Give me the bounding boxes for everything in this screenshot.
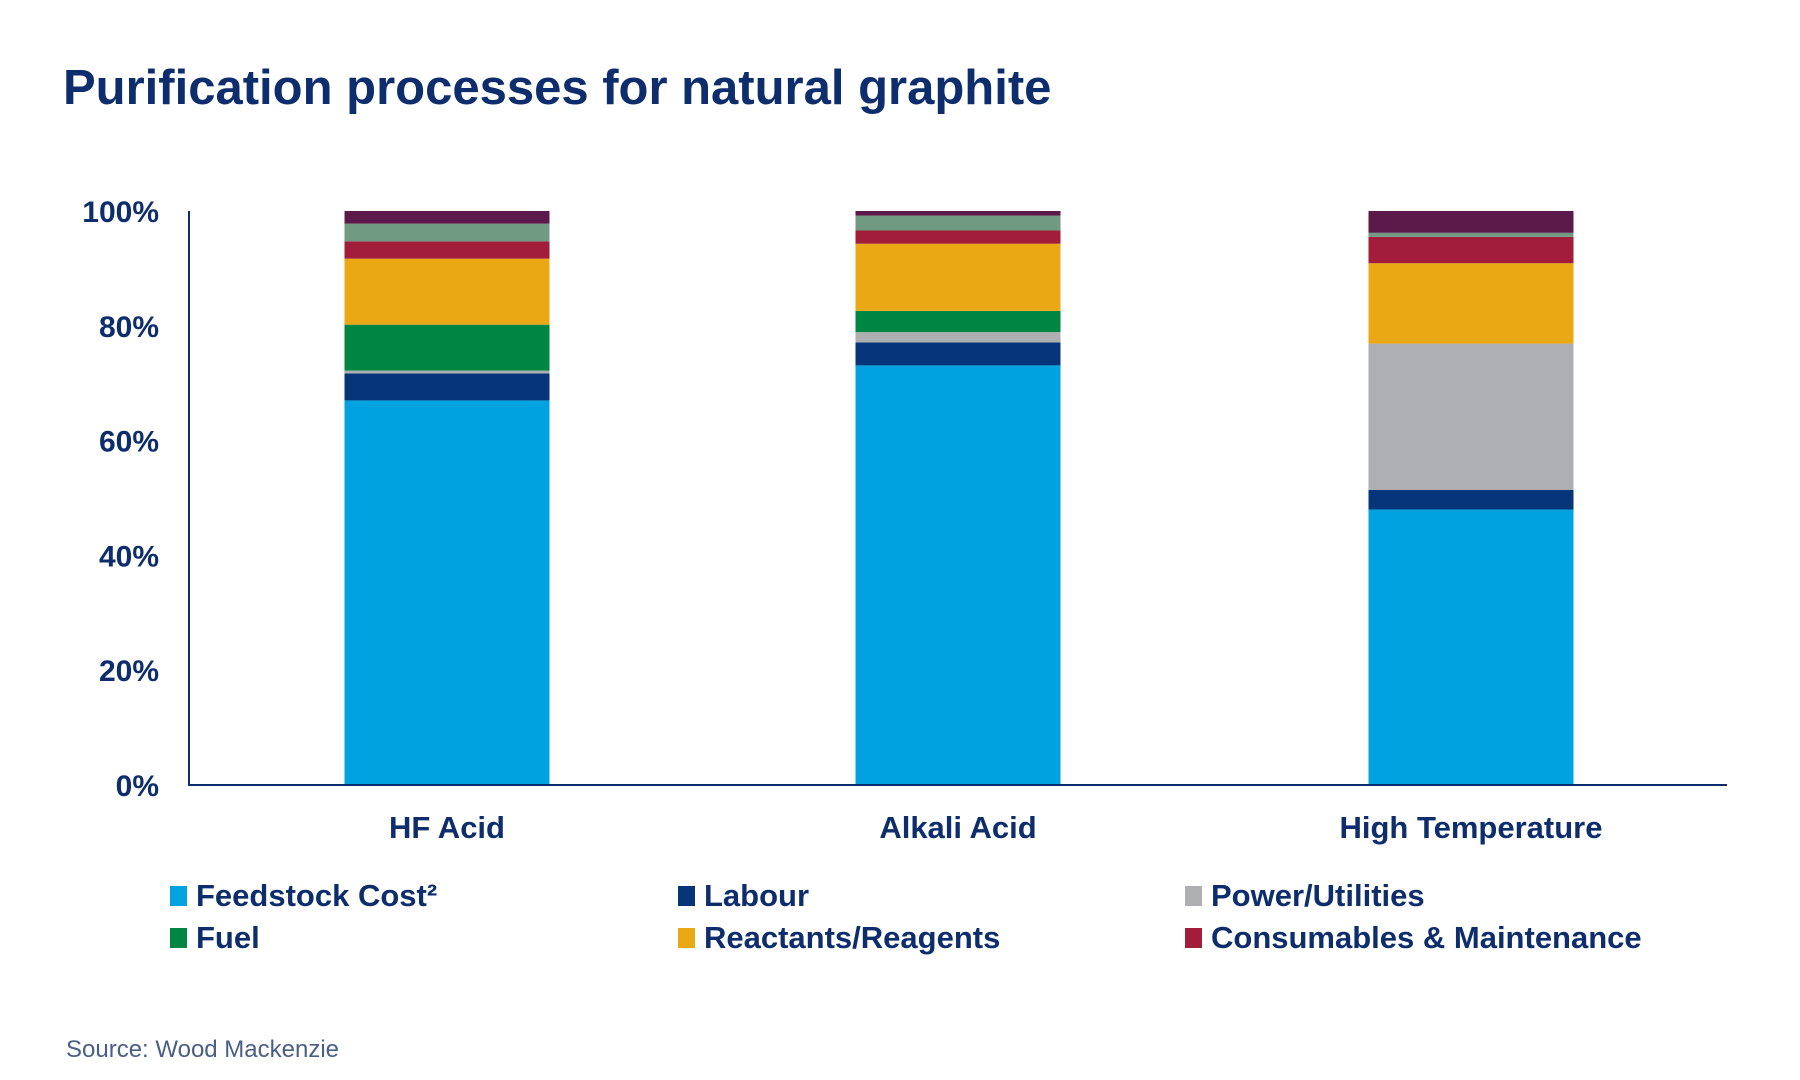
bar-segment	[855, 342, 1061, 366]
bar-segment	[855, 310, 1061, 333]
x-category-label: High Temperature	[1340, 810, 1603, 845]
y-tick-label: 0%	[116, 770, 159, 803]
bar-segment	[1368, 489, 1574, 510]
bar-segment	[344, 400, 550, 785]
bar-segment	[344, 370, 550, 374]
legend-swatch	[678, 886, 695, 906]
y-tick-label: 80%	[99, 311, 159, 344]
bar-segment	[344, 211, 550, 224]
legend-label: Feedstock Cost²	[196, 878, 438, 913]
y-tick-label: 20%	[99, 655, 159, 688]
legend-item: Fuel	[170, 920, 678, 956]
legend-item: Reactants/Reagents	[678, 920, 1185, 956]
legend-label: Reactants/Reagents	[704, 920, 1001, 955]
bar-segment	[855, 365, 1061, 785]
legend-swatch	[170, 928, 187, 948]
bar-segment	[855, 211, 1061, 216]
bar-segment	[855, 230, 1061, 244]
legend-swatch	[170, 886, 187, 906]
bar-segment	[1368, 232, 1574, 237]
bar-segment	[855, 243, 1061, 311]
legend-item: Feedstock Cost²	[170, 878, 678, 914]
y-tick-label: 100%	[82, 196, 159, 229]
bar-segment	[1368, 211, 1574, 233]
legend: Feedstock Cost² Labour Power/Utilities Fuel…	[170, 878, 1670, 956]
legend-swatch	[678, 928, 695, 948]
bar-segment	[344, 373, 550, 401]
bar-segment	[1368, 343, 1574, 490]
bar-segment	[344, 324, 550, 371]
source-note: Source: Wood Mackenzie	[66, 1036, 340, 1063]
bar-segment	[855, 332, 1061, 343]
chart-title: Purification processes for natural graph…	[63, 61, 1052, 115]
bar-segment	[1368, 236, 1574, 264]
y-tick-label: 60%	[99, 426, 159, 459]
legend-swatch	[1185, 886, 1202, 906]
legend-label: Labour	[704, 878, 810, 913]
legend-swatch	[1185, 928, 1202, 948]
legend-item: Consumables & Maintenance	[1185, 920, 1685, 956]
legend-item: Power/Utilities	[1185, 878, 1685, 914]
y-tick-label: 40%	[99, 540, 159, 573]
legend-label: Consumables & Maintenance	[1211, 920, 1642, 955]
bar-segment	[344, 223, 550, 242]
x-category-label: HF Acid	[389, 810, 505, 845]
bar-segment	[1368, 509, 1574, 785]
bar-segment	[855, 215, 1061, 231]
bar-segment	[344, 258, 550, 325]
legend-item: Labour	[678, 878, 1185, 914]
legend-label: Power/Utilities	[1211, 878, 1425, 913]
legend-label: Fuel	[196, 920, 260, 955]
bar-segment	[1368, 263, 1574, 344]
x-category-label: Alkali Acid	[879, 810, 1036, 845]
bar-segment	[344, 241, 550, 259]
